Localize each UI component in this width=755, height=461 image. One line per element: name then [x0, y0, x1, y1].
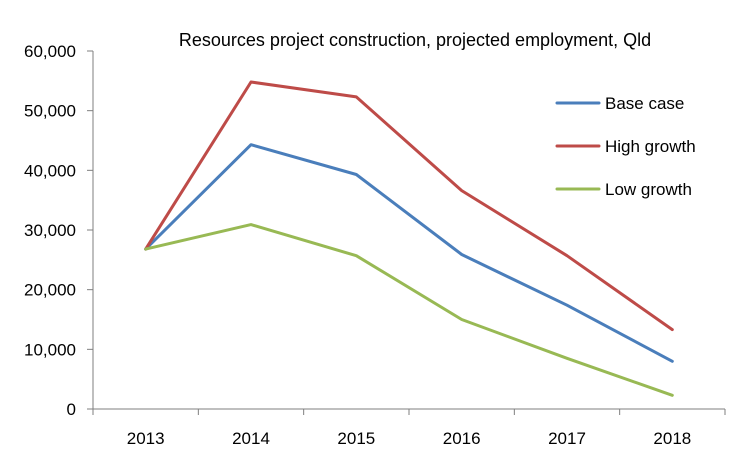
x-tick-label: 2014: [232, 429, 270, 448]
legend-label: Low growth: [605, 180, 692, 199]
y-tick-label: 40,000: [24, 161, 76, 180]
y-tick-label: 20,000: [24, 281, 76, 300]
chart-title: Resources project construction, projecte…: [179, 30, 651, 50]
x-tick-label: 2015: [337, 429, 375, 448]
y-tick-label: 0: [67, 400, 76, 419]
series-lines: [144, 80, 674, 397]
x-tick-label: 2017: [548, 429, 586, 448]
y-tick-label: 30,000: [24, 221, 76, 240]
x-tick-label: 2013: [127, 429, 165, 448]
y-tick-label: 50,000: [24, 102, 76, 121]
axes: 0 10,000 20,000 30,000 40,000 50,000 60,000 201…: [24, 42, 726, 448]
series-line-low-growth: [144, 223, 674, 397]
legend-label: High growth: [605, 137, 696, 156]
series-line-high-growth: [144, 80, 674, 332]
x-tick-label: 2016: [443, 429, 481, 448]
x-tick-label: 2018: [653, 429, 691, 448]
y-tick-label: 60,000: [24, 42, 76, 61]
legend: Base case High growth Low growth: [555, 94, 696, 199]
series-line-base-case: [144, 143, 674, 363]
y-tick-label: 10,000: [24, 340, 76, 359]
legend-label: Base case: [605, 94, 684, 113]
